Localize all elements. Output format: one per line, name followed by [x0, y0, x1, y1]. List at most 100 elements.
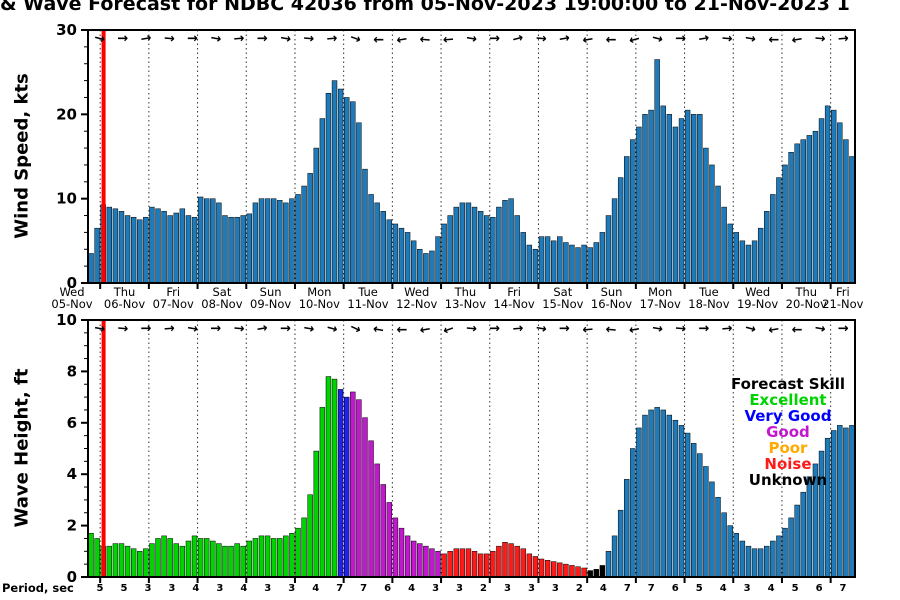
wind-bar — [453, 206, 459, 284]
wave-period-value: 3 — [432, 583, 439, 594]
wave-bar — [258, 535, 265, 578]
day-date-label: 16-Nov — [591, 297, 632, 311]
wave-direction-arrow: → — [582, 321, 594, 337]
wind-bar — [581, 244, 587, 284]
wave-bar — [770, 540, 776, 578]
wind-bar — [563, 242, 569, 284]
day-date-label: 15-Nov — [542, 297, 583, 311]
wind-bar — [283, 202, 289, 284]
wind-bar — [721, 206, 727, 284]
wind-bar — [149, 206, 155, 284]
wind-bar — [812, 130, 819, 284]
wave-direction-arrow: → — [117, 321, 129, 337]
wave-bar — [124, 545, 131, 578]
wave-bar — [514, 545, 520, 578]
wind-bar — [757, 227, 764, 284]
wave-bar — [179, 545, 186, 578]
wave-bar — [599, 565, 606, 578]
wind-direction-arrow: → — [697, 31, 710, 48]
wave-period-value: 4 — [312, 583, 319, 594]
y-tick-label: 20 — [56, 105, 77, 123]
wave-period-value: 4 — [600, 583, 607, 594]
wind-bar — [849, 156, 855, 284]
wave-bar — [137, 551, 143, 578]
wave-direction-arrow: → — [489, 322, 500, 337]
legend-entry-very-good: Very Good — [744, 407, 832, 425]
wind-direction-arrow: → — [279, 31, 292, 48]
day-date-label: 13-Nov — [445, 297, 486, 311]
wind-bar — [435, 236, 441, 284]
wind-bar — [258, 198, 265, 284]
wave-direction-arrow: → — [627, 321, 640, 338]
wind-bar — [587, 247, 593, 284]
day-weekday-label: Sun — [260, 285, 282, 299]
wave-period-value: 3 — [144, 583, 151, 594]
wind-bar — [831, 109, 837, 284]
wind-bar — [417, 249, 423, 284]
wave-period-value: 3 — [168, 583, 175, 594]
legend-entry-excellent: Excellent — [749, 391, 827, 409]
wave-bar — [228, 545, 234, 578]
wind-bar — [837, 122, 843, 284]
wave-bar — [149, 543, 155, 578]
wave-bar — [319, 407, 326, 578]
wind-bar — [386, 219, 393, 284]
day-weekday-label: Mon — [307, 285, 331, 299]
wind-bar — [289, 198, 295, 284]
wave-bar — [733, 533, 739, 578]
period-axis-label: Period, sec — [2, 581, 74, 595]
wave-period-value: 3 — [264, 583, 271, 594]
wind-bar — [538, 236, 545, 284]
wave-period-value: 6 — [672, 583, 679, 594]
wave-bar — [800, 491, 806, 578]
wave-bar — [204, 538, 210, 578]
wind-bar — [264, 198, 271, 284]
wave-bar — [581, 567, 587, 578]
wind-bar — [319, 118, 326, 284]
wave-period-value: 3 — [744, 583, 751, 594]
day-weekday-label: Tue — [357, 285, 378, 299]
wind-bar — [350, 101, 356, 284]
wave-direction-arrow: → — [838, 322, 849, 337]
wind-bar — [727, 223, 733, 284]
wind-bar — [557, 236, 563, 284]
wave-bar — [703, 466, 709, 578]
wave-bar — [404, 535, 411, 578]
wave-direction-arrow: → — [347, 320, 363, 338]
wind-direction-arrow: → — [627, 30, 642, 47]
wave-direction-arrow: → — [233, 321, 245, 337]
wind-bar — [380, 211, 386, 284]
wave-bar — [167, 538, 173, 578]
wind-bar — [843, 139, 849, 284]
wind-bar — [398, 227, 405, 284]
wind-direction-arrow: → — [187, 32, 198, 47]
wave-bar — [435, 551, 441, 578]
wind-bar — [764, 211, 770, 284]
wave-bar — [362, 417, 368, 578]
wind-direction-arrow: → — [511, 30, 526, 47]
wind-direction-arrow: → — [117, 32, 128, 47]
wind-bar — [776, 177, 782, 284]
wind-bar — [477, 211, 484, 284]
wave-direction-arrow: → — [743, 320, 758, 337]
wind-bar — [216, 202, 222, 284]
wind-bar — [660, 105, 666, 284]
wave-bar — [337, 389, 344, 578]
day-weekday-label: Fri — [166, 285, 180, 299]
wave-bar — [648, 409, 654, 578]
wave-bar — [520, 548, 526, 578]
wave-bar — [496, 545, 502, 578]
wave-bar — [788, 517, 794, 578]
wave-bar — [794, 504, 800, 578]
legend-title: Forecast Skill — [730, 375, 845, 393]
wave-bar — [575, 566, 581, 578]
wave-period-value: 7 — [624, 583, 631, 594]
day-weekday-label: Mon — [648, 285, 672, 299]
day-date-label: 05-Nov — [51, 297, 92, 311]
wave-period-value: 3 — [216, 583, 223, 594]
wave-bar — [605, 551, 612, 578]
wave-direction-arrow: → — [465, 321, 477, 337]
wind-direction-arrow: → — [768, 32, 779, 47]
wind-bar — [313, 147, 319, 284]
wave-bar — [690, 443, 697, 578]
